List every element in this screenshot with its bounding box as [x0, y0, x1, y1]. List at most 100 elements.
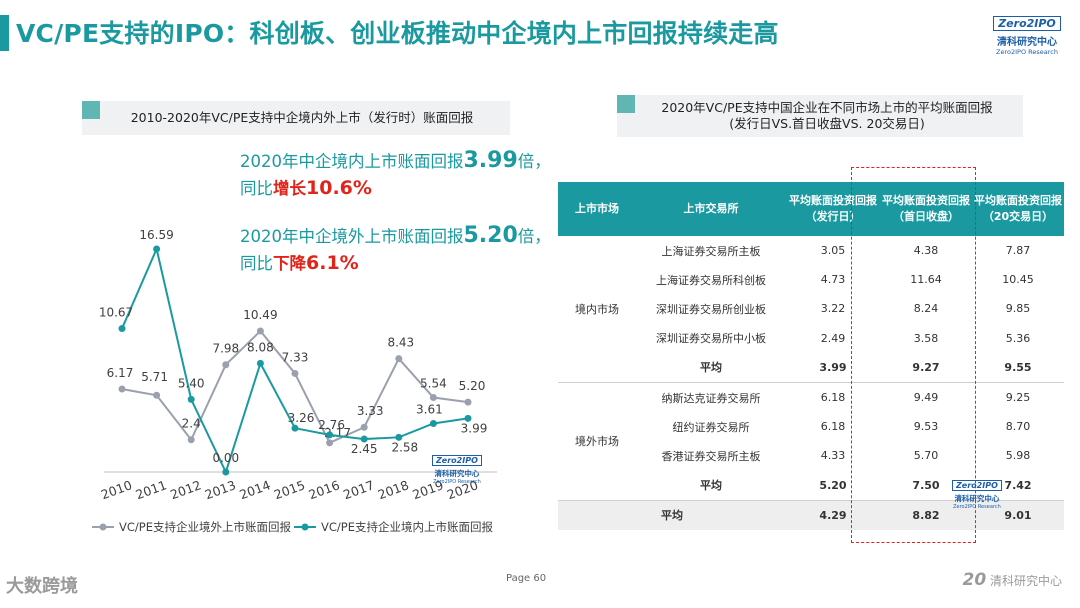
data-point [395, 355, 403, 363]
legend-marker [99, 523, 107, 531]
table-cell: 9.85 [1005, 302, 1031, 316]
ann-overseas-b: 倍， [517, 227, 551, 246]
table-cell: 纽约证券交易所 [672, 420, 750, 434]
left-panel-header: 2010-2020年VC/PE支持中企境内外上市（发行时）账面回报 [82, 101, 510, 135]
table-cell: 7.87 [1005, 244, 1031, 258]
table-cell: 上海证券交易所主板 [661, 244, 761, 258]
table-cell: 平均 [558, 499, 786, 530]
x-tick-label: 2015 [272, 477, 307, 502]
table-cell: 9.49 [880, 381, 972, 413]
market-cell: 境外市场 [558, 381, 636, 501]
zero2ipo-logo: Zero2IPO 清科研究中心 Zero2IPO Research [988, 12, 1066, 56]
data-point [464, 398, 472, 406]
ann-domestic-value: 3.99 [463, 148, 518, 173]
wm-right-num: 20 [962, 570, 987, 590]
returns-table: 上市市场 上市交易所 平均账面投资回报 （发行日） 平均账面投资回报 （首日收盘） 平均账面… [558, 182, 1064, 530]
right-panel-title: 2020年VC/PE支持中国企业在不同市场上市的平均账面回报 (发行日VS.首日… [637, 100, 1017, 132]
highlight-dashed-box [851, 167, 976, 543]
market-cell: 境内市场 [575, 302, 619, 316]
ann-domestic-pct: 10.6% [306, 177, 372, 199]
mini-logo-en: Zero2IPO Research [433, 479, 481, 485]
ann-overseas-value: 5.20 [463, 223, 518, 248]
data-point [464, 414, 472, 422]
ann-overseas-pct: 6.1% [306, 252, 359, 274]
data-label: 2.58 [391, 440, 418, 454]
data-label: 0.00 [212, 451, 239, 465]
data-label: 5.20 [459, 379, 486, 393]
table-cell: 10.45 [1002, 273, 1034, 287]
data-point [153, 245, 161, 253]
ann-overseas-a: 2020年中企境外上市账面回报 [240, 227, 464, 246]
table-cell: 9.01 [972, 499, 1064, 530]
column-header: 平均账面投资回报 （20交易日） [972, 182, 1064, 236]
table-body: 境内市场 上海证券交易所主板 3.05 4.38 7.87 上海证券交易所科创板 4.73 1… [558, 236, 1064, 530]
logo-box: Zero2IPO [993, 16, 1061, 31]
table-cell: 5.20 [819, 478, 847, 492]
table-cell: 4.33 [820, 449, 846, 463]
left-panel-title: 2010-2020年VC/PE支持中企境内外上市（发行时）账面回报 [130, 110, 474, 125]
ann-overseas-change: 下降 [273, 254, 306, 273]
data-label: 2.76 [318, 418, 345, 432]
data-label: 10.49 [243, 308, 277, 322]
table-cell: 11.64 [910, 273, 942, 287]
data-point [326, 431, 334, 439]
panel-square-icon [82, 101, 100, 119]
data-label: 8.08 [247, 340, 274, 354]
mini-logo-cn: 清科研究中心 [434, 469, 480, 478]
table-cell: 4.38 [913, 244, 939, 258]
annotation-domestic: 2020年中企境内上市账面回报3.99倍， 同比增长10.6% [240, 148, 551, 202]
table-row: 境外市场 纳斯达克证券交易所 6.18 9.49 9.25 [558, 381, 1064, 501]
data-label: 7.33 [282, 350, 309, 364]
table-cell: 5.70 [913, 449, 939, 463]
data-point [360, 435, 368, 443]
x-tick-label: 2016 [307, 477, 342, 502]
data-point [222, 468, 230, 476]
ann-domestic-c: 同比 [240, 179, 273, 198]
table-header-row: 上市市场 上市交易所 平均账面投资回报 （发行日） 平均账面投资回报 （首日收盘） 平均账面… [558, 182, 1064, 236]
table-row: 境内市场 上海证券交易所主板 3.05 4.38 7.87 [558, 236, 1064, 316]
table-cell: 2.49 [820, 331, 846, 345]
data-point [187, 436, 195, 444]
table-row: 深圳证券交易所创业板 3.22 8.24 9.85 [558, 294, 1064, 323]
table-cell: 9.25 [972, 381, 1064, 413]
annotation-overseas: 2020年中企境外上市账面回报5.20倍， 同比下降6.1% [240, 223, 551, 277]
x-tick-label: 2014 [237, 477, 272, 502]
logo-cn: 清科研究中心 [997, 37, 1057, 48]
watermark-right: 20 清科研究中心 [962, 570, 1062, 590]
watermark-left: 大数跨境 [6, 576, 78, 597]
mini-logo-box: Zero2IPO [432, 455, 482, 466]
table-row: 香港证券交易所主板 4.33 5.70 5.98 [558, 441, 1064, 470]
data-point [429, 394, 437, 402]
data-label: 3.99 [461, 421, 488, 435]
mini-logo-box: Zero2IPO [952, 480, 1002, 491]
table-row: 纽约证券交易所 6.18 9.53 8.70 [558, 412, 1064, 441]
data-label: 5.71 [141, 370, 168, 384]
x-tick-label: 2011 [134, 477, 169, 502]
data-point [256, 359, 264, 367]
table-cell: 4.73 [820, 273, 846, 287]
data-label: 3.33 [357, 404, 384, 418]
table-cell: 香港证券交易所主板 [661, 449, 761, 463]
table-row: 平均 5.20 7.50 7.42 [558, 471, 1064, 501]
table-cell: 3.05 [820, 244, 846, 258]
right-panel-title-line1: 2020年VC/PE支持中国企业在不同市场上市的平均账面回报 [661, 100, 993, 115]
line-chart: 6.17 5.712.47.9810.497.332.173.338.435.54… [92, 228, 497, 534]
data-point [360, 423, 368, 431]
mini-logo-en: Zero2IPO Research [953, 504, 1001, 510]
data-label: 7.98 [212, 342, 239, 356]
data-point [429, 419, 437, 427]
logo-en: Zero2IPO Research [996, 48, 1058, 56]
x-tick-label: 2010 [99, 477, 134, 502]
data-label: 16.59 [139, 228, 173, 242]
column-header: 上市市场 [558, 182, 636, 236]
ann-domestic-b: 倍， [517, 152, 551, 171]
legend-marker [301, 523, 309, 531]
table-row: 平均 3.99 9.27 9.55 [558, 353, 1064, 383]
table-cell: 5.36 [1005, 331, 1031, 345]
column-header: 上市交易所 [636, 182, 786, 236]
legend-label: VC/PE支持企业境内上市账面回报 [321, 520, 493, 534]
data-label: 5.54 [420, 377, 447, 391]
table-row: 上海证券交易所科创板 4.73 11.64 10.45 [558, 265, 1064, 294]
mini-logo-cn: 清科研究中心 [954, 494, 1000, 503]
table-cell: 上海证券交易所科创板 [656, 273, 766, 287]
